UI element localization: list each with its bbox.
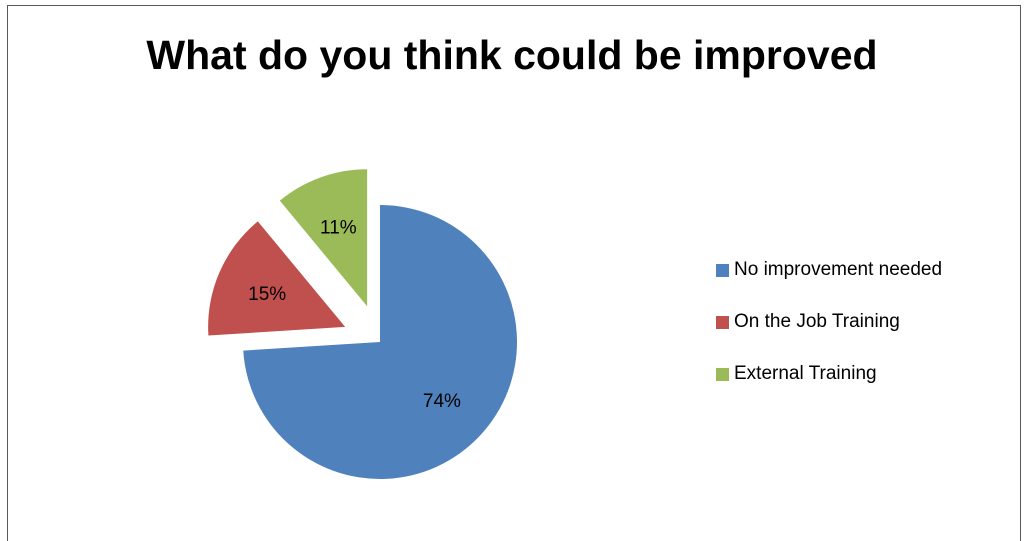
data-label-external-training: 11%: [320, 217, 357, 238]
legend-label-on-the-job-training: On the Job Training: [734, 311, 900, 332]
legend-label-external-training: External Training: [734, 363, 877, 384]
legend-swatch-no-improvement-needed: [716, 263, 729, 277]
legend-label-no-improvement-needed: No improvement needed: [734, 259, 943, 280]
legend-swatch-external-training: [716, 367, 729, 381]
chart-title: What do you think could be improved: [146, 32, 878, 78]
pie-slice-no-improvement-needed: [243, 205, 518, 479]
data-label-no-improvement-needed: 74%: [423, 391, 461, 412]
legend-item-no-improvement-needed: No improvement needed: [716, 257, 942, 283]
chart-area: [7, 5, 1021, 541]
pie-data-labels: 74% 15% 11%: [248, 217, 461, 412]
pie-slice-external-training: [279, 169, 368, 307]
data-label-on-the-job-training: 15%: [248, 284, 286, 305]
pie-slices: [208, 169, 518, 479]
legend-swatch-on-the-job-training: [716, 315, 729, 329]
legend-item-external-training: External Training: [716, 361, 942, 387]
legend-item-on-the-job-training: On the Job Training: [716, 309, 942, 335]
chart-legend: No improvement needed On the Job Trainin…: [716, 257, 942, 413]
pie-slice-on-the-job-training: [208, 221, 346, 336]
